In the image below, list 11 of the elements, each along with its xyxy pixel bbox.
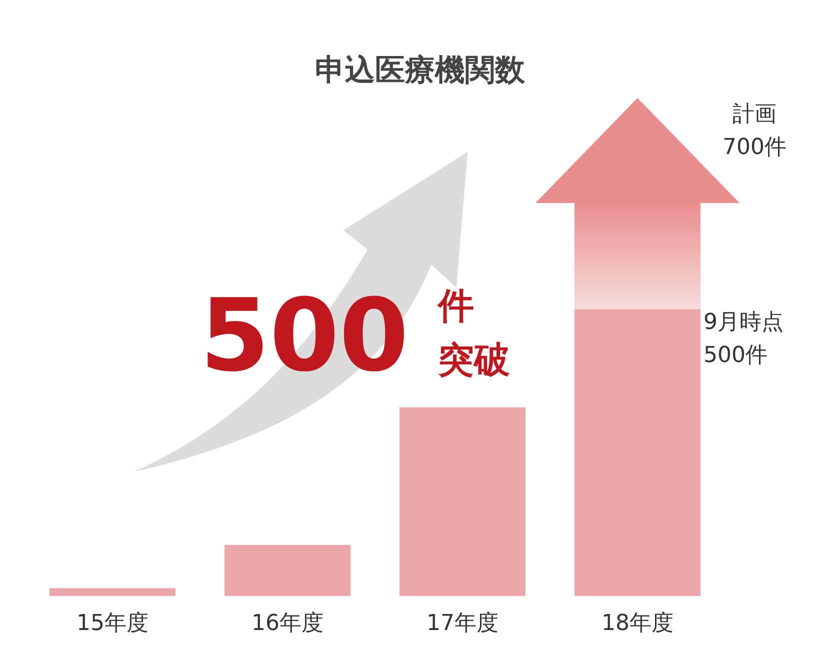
x-tick-label: 17年度 xyxy=(426,611,498,636)
bar xyxy=(400,407,526,596)
bar xyxy=(50,588,176,596)
annotation: 9月時点 500件 xyxy=(704,310,784,368)
chart-title: 申込医療機関数 xyxy=(315,53,526,88)
x-tick-label: 18年度 xyxy=(602,611,674,636)
x-tick-label: 16年度 xyxy=(252,611,324,636)
x-tick-label: 15年度 xyxy=(76,611,148,636)
bar xyxy=(224,544,350,596)
bar xyxy=(574,309,700,596)
text: 計画 700件 xyxy=(722,102,786,160)
